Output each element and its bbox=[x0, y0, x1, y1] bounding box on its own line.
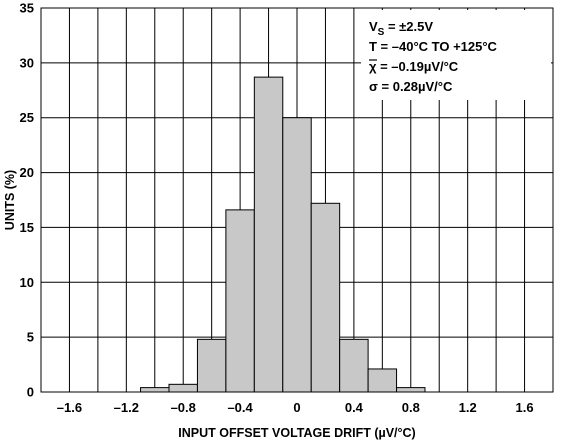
histogram-bar bbox=[396, 387, 426, 393]
annotation-temperature: T = –40°C TO +125°C bbox=[369, 39, 498, 54]
x-tick-label: 0.8 bbox=[402, 400, 420, 415]
y-tick-label: 35 bbox=[20, 1, 34, 16]
annotation-supply-v: V bbox=[369, 19, 378, 34]
histogram-bar bbox=[196, 338, 227, 393]
histogram-bar bbox=[140, 387, 170, 393]
annotation-sigma: σ = 0.28µV/°C bbox=[369, 79, 453, 94]
histogram-bar bbox=[168, 383, 198, 393]
histogram-bar bbox=[367, 368, 398, 393]
x-tick-label: 0.4 bbox=[345, 400, 364, 415]
x-tick-label: –1.6 bbox=[57, 400, 82, 415]
histogram-bar bbox=[310, 202, 341, 393]
x-tick-label: –0.4 bbox=[227, 400, 253, 415]
annotation-background bbox=[361, 10, 551, 100]
y-tick-label: 10 bbox=[20, 275, 34, 290]
annotation-box: VS = ±2.5V T = –40°C TO +125°C χ = –0.19… bbox=[361, 10, 551, 100]
x-tick-label: 1.2 bbox=[459, 400, 477, 415]
annotation-mean: χ = –0.19µV/°C bbox=[369, 59, 459, 74]
x-axis-title: INPUT OFFSET VOLTAGE DRIFT (µV/°C) bbox=[178, 426, 415, 440]
y-tick-label: 0 bbox=[27, 385, 34, 400]
x-tick-label: 0 bbox=[293, 400, 300, 415]
x-tick-label: 1.6 bbox=[516, 400, 534, 415]
annotation-supply-value: = ±2.5V bbox=[384, 19, 433, 34]
x-tick-labels: –1.6 –1.2 –0.8 –0.4 0 0.4 0.8 1.2 1.6 bbox=[57, 400, 534, 415]
plot-frame bbox=[40, 7, 554, 393]
annotation-supply-subscript: S bbox=[378, 27, 385, 38]
x-tick-label: –1.2 bbox=[114, 400, 139, 415]
y-tick-label: 15 bbox=[20, 220, 34, 235]
y-tick-label: 30 bbox=[20, 55, 34, 70]
y-tick-label: 20 bbox=[20, 165, 34, 180]
histogram-bar bbox=[339, 338, 369, 393]
histogram-bar bbox=[225, 209, 255, 393]
x-tick-label: –0.8 bbox=[171, 400, 196, 415]
annotation-supply-voltage: VS = ±2.5V bbox=[369, 19, 433, 38]
y-tick-labels: 0 5 10 15 20 25 30 35 bbox=[20, 1, 34, 400]
histogram-bar bbox=[282, 117, 312, 393]
y-tick-label: 5 bbox=[27, 330, 34, 345]
y-axis-title: UNITS (%) bbox=[3, 170, 17, 230]
histogram-bar bbox=[253, 76, 284, 393]
y-tick-label: 25 bbox=[20, 110, 34, 125]
